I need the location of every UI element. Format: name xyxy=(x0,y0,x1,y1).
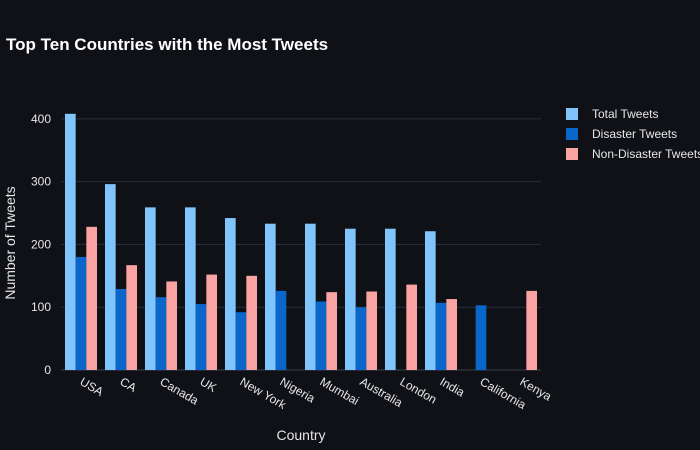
bar-non-disaster-tweets-london[interactable] xyxy=(406,284,417,370)
x-axis-title: Country xyxy=(276,427,325,443)
legend-label[interactable]: Non-Disaster Tweets xyxy=(592,147,700,161)
legend-label[interactable]: Disaster Tweets xyxy=(592,127,677,141)
bar-total-tweets-new-york[interactable] xyxy=(225,218,236,370)
bar-non-disaster-tweets-usa[interactable] xyxy=(86,226,97,370)
y-axis-title: Number of Tweets xyxy=(2,186,18,299)
bar-total-tweets-nigeria[interactable] xyxy=(265,223,276,370)
bar-disaster-tweets-australia[interactable] xyxy=(355,307,367,370)
bar-total-tweets-australia[interactable] xyxy=(345,228,356,370)
bar-non-disaster-tweets-new-york[interactable] xyxy=(246,275,257,370)
y-axis-ticks: 0 100 200 300 400 xyxy=(31,112,51,377)
bar-non-disaster-tweets-australia[interactable] xyxy=(366,291,377,370)
bar-non-disaster-tweets-uk[interactable] xyxy=(206,274,217,370)
gridlines xyxy=(61,118,541,371)
bar-non-disaster-tweets-kenya[interactable] xyxy=(526,290,537,370)
legend: Total Tweets Disaster Tweets Non-Disaster … xyxy=(566,107,700,161)
bar-total-tweets-mumbai[interactable] xyxy=(305,223,316,370)
bar-total-tweets-usa[interactable] xyxy=(65,113,76,370)
legend-swatch[interactable] xyxy=(566,128,578,140)
y-tick-label: 0 xyxy=(44,363,51,377)
bar-disaster-tweets-california[interactable] xyxy=(475,305,487,370)
legend-swatch[interactable] xyxy=(566,148,578,160)
bar-disaster-tweets-mumbai[interactable] xyxy=(315,301,327,370)
bar-total-tweets-canada[interactable] xyxy=(145,207,156,370)
y-tick-label: 300 xyxy=(31,175,51,189)
bar-total-tweets-india[interactable] xyxy=(425,231,436,370)
bar-disaster-tweets-usa[interactable] xyxy=(75,256,87,370)
y-tick-label: 400 xyxy=(31,112,51,126)
legend-label[interactable]: Total Tweets xyxy=(592,107,658,121)
bar-total-tweets-london[interactable] xyxy=(385,228,396,370)
y-tick-label: 200 xyxy=(31,237,51,251)
bar-disaster-tweets-canada[interactable] xyxy=(155,297,167,370)
x-tick-label: London xyxy=(398,374,440,406)
bar-disaster-tweets-ca[interactable] xyxy=(115,289,127,370)
bar-disaster-tweets-new-york[interactable] xyxy=(235,312,247,370)
bars xyxy=(65,113,537,370)
bar-non-disaster-tweets-canada[interactable] xyxy=(166,281,177,370)
y-tick-label: 100 xyxy=(31,300,51,314)
x-tick-label: USA xyxy=(78,374,106,398)
x-tick-label: CA xyxy=(118,374,139,394)
chart-title: Top Ten Countries with the Most Tweets xyxy=(6,35,328,54)
bar-disaster-tweets-india[interactable] xyxy=(435,302,447,370)
x-tick-label: Australia xyxy=(358,374,406,410)
x-tick-label: UK xyxy=(198,374,219,394)
bar-disaster-tweets-nigeria[interactable] xyxy=(275,290,287,370)
bar-non-disaster-tweets-mumbai[interactable] xyxy=(326,292,337,370)
bar-total-tweets-uk[interactable] xyxy=(185,207,196,370)
bar-non-disaster-tweets-india[interactable] xyxy=(446,299,457,370)
x-tick-label: Canada xyxy=(158,374,202,407)
legend-swatch[interactable] xyxy=(566,108,578,120)
bar-non-disaster-tweets-ca[interactable] xyxy=(126,265,137,370)
x-tick-label: Mumbai xyxy=(318,374,362,407)
x-tick-label: India xyxy=(438,374,468,399)
bar-disaster-tweets-uk[interactable] xyxy=(195,304,207,370)
bar-total-tweets-ca[interactable] xyxy=(105,184,116,370)
